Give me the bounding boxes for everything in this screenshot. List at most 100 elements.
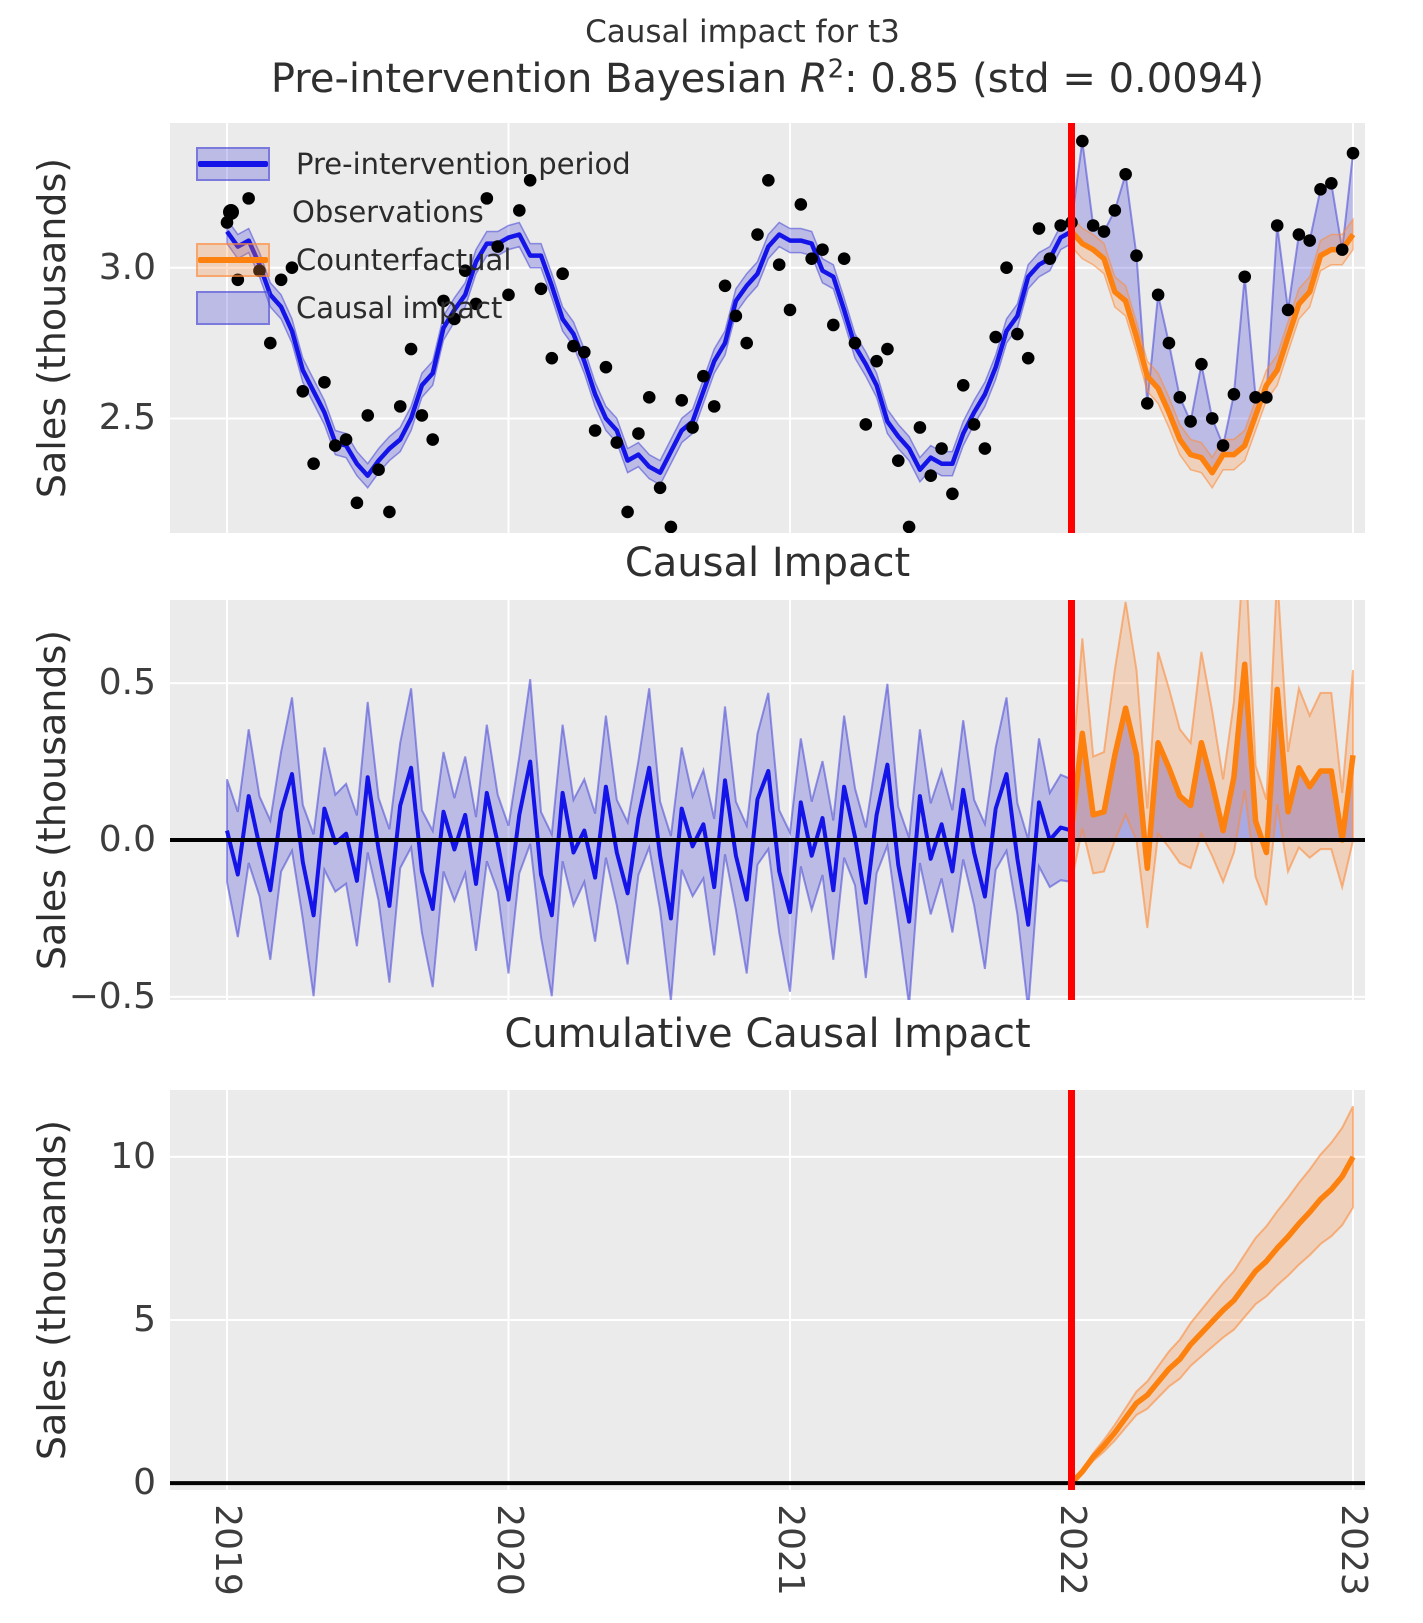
- observation-dot: [1086, 219, 1100, 232]
- observation-dot: [1303, 234, 1316, 247]
- observation-dot: [567, 339, 580, 353]
- x-tick-label: 2020: [488, 1504, 530, 1596]
- observation-dot: [361, 409, 375, 422]
- impact-post-line: [1068, 661, 1356, 871]
- observation-dot: [1292, 228, 1306, 241]
- observation-dot: [751, 228, 764, 241]
- observation-dot: [783, 303, 797, 317]
- observation-dot: [956, 378, 970, 392]
- observation-dot: [729, 309, 743, 323]
- observation-dot: [1346, 146, 1360, 160]
- observation-dot: [523, 173, 537, 187]
- observation-dot: [404, 342, 418, 356]
- x-tick-label: 2021: [770, 1504, 811, 1596]
- observation-dot: [632, 427, 645, 440]
- panel1-title-suffix: : 0.85 (std = 0.0094): [844, 56, 1265, 102]
- observation-dot: [1184, 415, 1197, 428]
- panel2-title: Causal Impact: [624, 540, 911, 586]
- observation-dot: [513, 204, 526, 217]
- observation-dot: [253, 264, 266, 278]
- cumulative-line: [1069, 1155, 1356, 1485]
- observation-dot: [491, 240, 504, 253]
- observation-dot: [718, 279, 732, 293]
- observation-dot: [545, 351, 559, 365]
- observation-dot: [296, 385, 310, 398]
- observation-dot: [328, 439, 342, 452]
- observation-dot: [1000, 261, 1013, 275]
- legend-item-causal-impact: Causal impact: [196, 284, 631, 332]
- x-tick-label: 2022: [1051, 1504, 1093, 1596]
- observation-dot: [946, 487, 959, 501]
- observation-dot: [1054, 219, 1067, 232]
- y-tick-label: 0: [133, 1462, 156, 1504]
- observation-dot: [415, 409, 429, 422]
- observation-dot: [1335, 243, 1349, 256]
- observation-dot: [707, 400, 721, 413]
- panel2-plot: [170, 600, 1365, 1000]
- observation-dot: [870, 354, 883, 368]
- y-tick-label: 2.5: [98, 397, 156, 439]
- observation-dot: [664, 520, 678, 533]
- counterfactual-line: [1069, 229, 1356, 476]
- counterfactual-band-swatch: [196, 243, 270, 277]
- observation-dot: [827, 318, 840, 332]
- observation-dot: [1162, 336, 1176, 350]
- observation-dot: [588, 424, 602, 437]
- observation-dot: [697, 369, 710, 383]
- observation-dot: [458, 264, 472, 278]
- observation-dot: [1195, 357, 1208, 371]
- legend-label-pre-intervention: Pre-intervention period: [296, 147, 631, 181]
- panel1-ylabel: Sales (thousands): [30, 157, 74, 499]
- observation-dot: [1119, 167, 1132, 181]
- impact-pre-line: [225, 759, 1073, 927]
- observation-dot: [772, 258, 786, 271]
- observation-dot: [1097, 225, 1111, 238]
- observation-dot: [653, 481, 667, 495]
- observation-dot: [1314, 183, 1327, 196]
- observation-dot: [642, 391, 656, 404]
- panel1-plot: [170, 123, 1365, 533]
- observation-dot: [848, 336, 862, 350]
- pre-intervention-line: [225, 229, 1073, 478]
- observation-dot: [372, 463, 385, 476]
- observation-dot: [437, 294, 450, 308]
- observation-dot: [837, 252, 851, 265]
- observation-dot: [675, 394, 689, 407]
- observation-dot: [805, 252, 818, 265]
- observation-dot: [1205, 412, 1219, 425]
- y-tick-label: 10: [110, 1135, 156, 1177]
- observation-dot: [1173, 391, 1187, 404]
- observation-dot: [339, 433, 353, 446]
- observation-dot: [599, 360, 613, 374]
- observation-dot: [621, 505, 634, 519]
- observation-dot: [393, 400, 407, 413]
- observation-dot: [502, 288, 515, 302]
- observation-dot: [816, 243, 829, 256]
- observation-dot: [1076, 134, 1089, 148]
- observation-dot: [556, 267, 569, 281]
- observation-dot: [902, 520, 916, 533]
- panel3-plot: [170, 1090, 1365, 1490]
- observation-dot: [1043, 252, 1057, 265]
- observation-dot: [881, 342, 894, 356]
- observation-dot: [1108, 204, 1122, 217]
- observation-dot: [1140, 397, 1154, 410]
- observations-swatch: [196, 197, 266, 227]
- r-squared-exponent: 2: [827, 54, 845, 85]
- y-tick-label: −0.5: [68, 975, 156, 1017]
- pre-intervention-line-swatch: [198, 161, 268, 167]
- observation-dot: [859, 418, 873, 431]
- observation-dot: [448, 312, 461, 326]
- observation-dot-swatch: [223, 204, 239, 220]
- observation-dot: [577, 345, 591, 359]
- observation-dot: [1151, 288, 1165, 302]
- observation-dot: [924, 469, 938, 483]
- panel1-title-prefix: Pre-intervention Bayesian: [270, 56, 800, 102]
- causal-impact-patch-swatch: [196, 291, 270, 325]
- observation-dot: [285, 261, 299, 275]
- observation-dot: [274, 273, 288, 287]
- observation-dot: [913, 421, 927, 434]
- observation-dot: [264, 336, 277, 350]
- observation-dot: [978, 442, 992, 455]
